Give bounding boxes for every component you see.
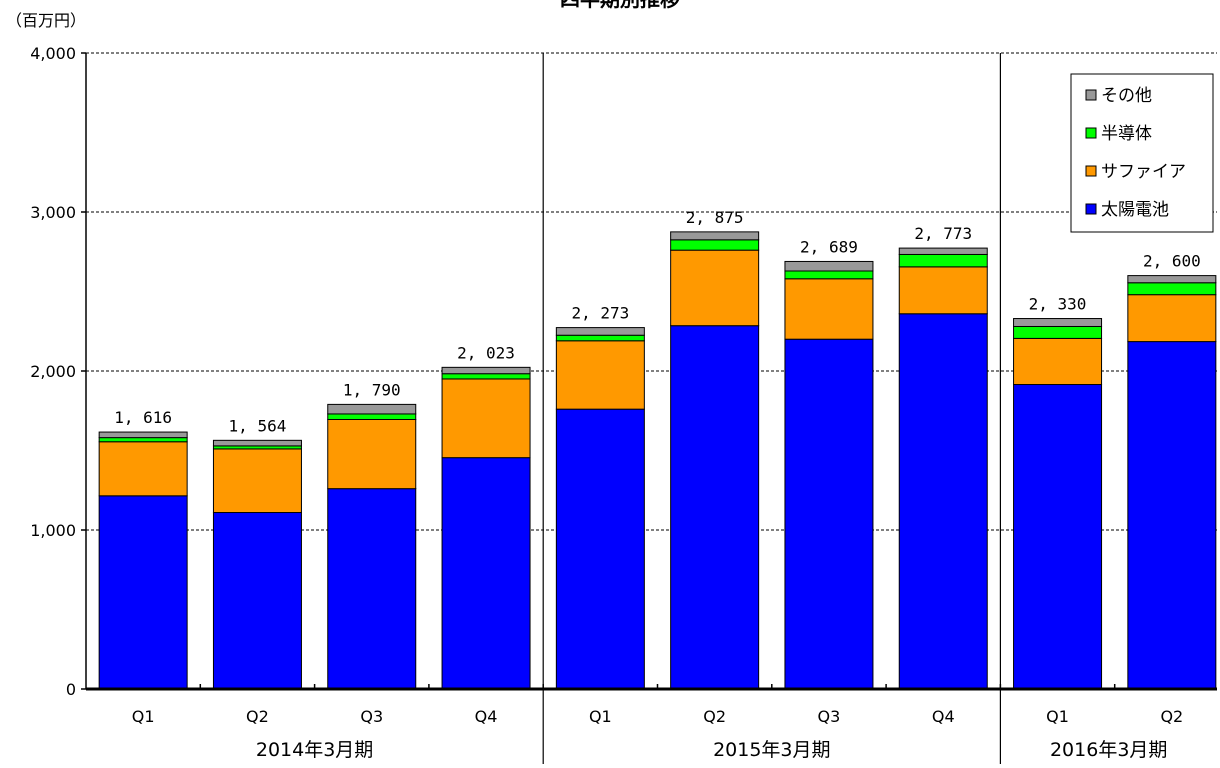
- x-tick-label: Q1: [1046, 707, 1069, 726]
- total-label: 2, 600: [1143, 252, 1201, 271]
- bar-segment: [670, 325, 760, 690]
- bar-segment: [670, 249, 760, 327]
- total-label: 1, 616: [114, 408, 172, 427]
- bar-segment: [327, 413, 417, 420]
- bar-segment: [555, 327, 645, 336]
- labels: 0 1,000 2,000 3,000 4,000 1, 616 Q1 1, 564 Q2 1, …: [30, 44, 1201, 761]
- bar-segment: [98, 441, 188, 497]
- bar-segment: [1013, 325, 1103, 339]
- group-label: 2015年3月期: [713, 739, 830, 761]
- y-tick-label: 3,000: [30, 203, 76, 222]
- bar-segment: [327, 418, 417, 490]
- bar-segment: [1013, 384, 1103, 690]
- x-tick-label: Q2: [703, 707, 726, 726]
- bar-segment: [670, 239, 760, 251]
- x-tick-label: Q3: [818, 707, 841, 726]
- group-label: 2014年3月期: [256, 739, 373, 761]
- legend-label: 太陽電池: [1101, 200, 1169, 220]
- legend-label: サファイア: [1101, 162, 1186, 182]
- y-tick-label: 2,000: [30, 362, 76, 381]
- unit-label: （百万円）: [6, 11, 86, 30]
- x-tick-label: Q2: [246, 707, 269, 726]
- legend-swatch: [1085, 89, 1097, 101]
- bar-segment: [441, 457, 531, 690]
- bar-segment: [784, 260, 874, 272]
- chart-title: 四半期別推移: [560, 0, 680, 11]
- bar-segment: [555, 408, 645, 690]
- legend-label: その他: [1101, 86, 1152, 106]
- x-tick-label: Q4: [932, 707, 955, 726]
- bar-segment: [670, 231, 760, 241]
- bar-segment: [898, 247, 988, 255]
- y-tick-label: 4,000: [30, 44, 76, 63]
- bar-segment: [784, 278, 874, 340]
- bar-segment: [212, 439, 302, 447]
- bar-segment: [1127, 282, 1217, 296]
- bar-segment: [784, 270, 874, 280]
- y-tick-label: 0: [66, 680, 76, 699]
- bar-segment: [327, 488, 417, 690]
- bar-segment: [98, 495, 188, 690]
- legend-swatch: [1085, 203, 1097, 215]
- total-label: 1, 790: [343, 380, 401, 399]
- bar-segment: [1013, 337, 1103, 386]
- bar-segment: [1013, 318, 1103, 327]
- bar-segment: [1127, 341, 1217, 690]
- legend-swatch: [1085, 165, 1097, 177]
- x-tick-label: Q1: [132, 707, 155, 726]
- total-label: 2, 689: [800, 237, 858, 256]
- bar-segment: [784, 338, 874, 690]
- x-tick-label: Q4: [475, 707, 498, 726]
- bar-segment: [98, 437, 188, 443]
- x-tick-label: Q1: [589, 707, 612, 726]
- total-label: 2, 023: [457, 343, 515, 362]
- legend-label: 半導体: [1101, 124, 1152, 144]
- total-label: 2, 330: [1029, 295, 1087, 314]
- bar-segment: [441, 373, 531, 380]
- bar-segment: [441, 366, 531, 375]
- bar-segment: [898, 266, 988, 315]
- bar-segment: [327, 403, 417, 415]
- bar-segment: [212, 512, 302, 690]
- legend-swatch: [1085, 127, 1097, 139]
- bars: [98, 231, 1217, 690]
- axes: [81, 52, 1217, 764]
- bar-segment: [898, 313, 988, 690]
- bar-segment: [98, 431, 188, 439]
- bar-segment: [212, 448, 302, 514]
- bar-segment: [555, 334, 645, 342]
- bar-segment: [1127, 275, 1217, 284]
- bar-segment: [898, 253, 988, 268]
- y-tick-label: 1,000: [30, 521, 76, 540]
- total-label: 2, 273: [571, 304, 629, 323]
- bar-segment: [1127, 294, 1217, 343]
- total-label: 1, 564: [229, 416, 287, 435]
- x-tick-label: Q2: [1160, 707, 1183, 726]
- bar-segment: [441, 378, 531, 459]
- total-label: 2, 773: [914, 224, 972, 243]
- total-label: 2, 875: [686, 208, 744, 227]
- bar-segment: [555, 340, 645, 410]
- x-tick-label: Q3: [360, 707, 383, 726]
- group-label: 2016年3月期: [1050, 739, 1167, 761]
